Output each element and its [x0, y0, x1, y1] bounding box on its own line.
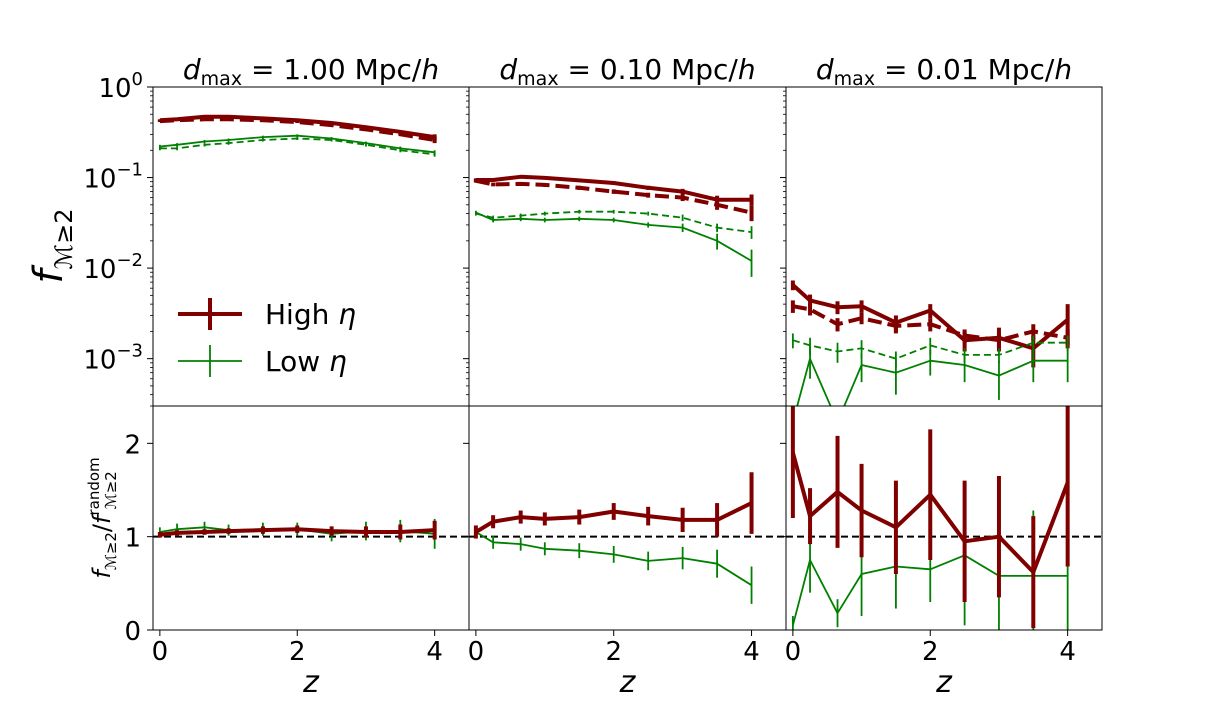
top-low-solid-series	[158, 134, 436, 155]
bottom-high-series	[790, 406, 1070, 629]
top-high-solid-series	[473, 174, 754, 206]
x-tick-label: 2	[922, 637, 939, 667]
top-y-tick-label: 100	[98, 69, 143, 104]
bottom-y-tick-label: 0	[124, 617, 141, 647]
top-y-tick-label: 10−2	[83, 250, 143, 285]
top-frame	[468, 86, 787, 407]
top-low-dashed-series-line	[475, 210, 752, 233]
top-low-solid-series	[474, 210, 753, 277]
top-low-dashed-series	[474, 209, 753, 239]
panel-title: dmax = 0.01 Mpc/h	[816, 53, 1072, 90]
bottom-high-series	[157, 520, 437, 540]
bottom-high-series-line	[474, 501, 753, 534]
bottom-low-series-line	[475, 531, 752, 586]
x-axis-label: z	[619, 665, 637, 700]
bottom-low-series	[474, 525, 753, 604]
x-tick-label: 0	[468, 637, 485, 667]
top-low-solid-series	[796, 345, 1069, 406]
top-frame	[785, 86, 1103, 407]
legend-entry-low: Low η	[178, 345, 347, 378]
x-tick-label: 4	[426, 637, 443, 667]
x-axis-label: z	[935, 665, 953, 700]
top-high-solid-series	[157, 114, 437, 140]
top-high-solid-series-line	[791, 283, 1069, 351]
bottom-y-tick-label: 2	[124, 430, 141, 460]
panel-title: dmax = 1.00 Mpc/h	[183, 53, 439, 90]
x-tick-label: 0	[152, 637, 169, 667]
top-low-dashed-series-line	[159, 137, 435, 156]
legend-label: High η	[265, 298, 356, 331]
top-y-tick-label: 10−3	[83, 341, 143, 376]
x-tick-label: 2	[605, 637, 622, 667]
bottom-high-series-line	[790, 452, 1070, 575]
legend-label: Low η	[265, 345, 347, 378]
legend-entry-high: High η	[178, 298, 356, 331]
x-tick-label: 4	[1059, 637, 1076, 667]
panel-1: dmax = 1.00 Mpc/h 0 2 4 z 100 10−1 10−2 10−3 0 1 2	[83, 53, 470, 700]
top-high-dashed-series-line	[792, 304, 1069, 343]
panels-layer: dmax = 1.00 Mpc/h0 2 4z10010−110−210−3012d…	[83, 53, 1103, 700]
panel-3: dmax = 0.01 Mpc/h 0 2 4 z	[780, 53, 1103, 700]
top-low-solid-series-line	[159, 134, 435, 154]
bottom-high-series	[473, 472, 754, 539]
top-high-solid-series	[790, 280, 1070, 368]
x-tick-label: 2	[289, 637, 306, 667]
top-high-solid-series-line	[475, 174, 752, 202]
top-y-tick-label: 10−1	[83, 160, 143, 195]
bottom-low-series-line	[792, 554, 1068, 626]
bottom-y-tick-label: 1	[124, 524, 141, 554]
top-y-axis-label: fℳ≥2	[26, 208, 78, 283]
bottom-frame	[785, 405, 1103, 631]
top-high-dashed-series-line	[475, 178, 752, 215]
panel-title: dmax = 0.10 Mpc/h	[499, 53, 755, 90]
top-high-solid-series-line	[159, 114, 436, 140]
top-low-dashed-series-line	[792, 339, 1068, 360]
x-axis-label: z	[302, 665, 320, 700]
bottom-frame	[152, 405, 470, 631]
panel-2: dmax = 0.10 Mpc/h 0 2 4 z	[463, 53, 787, 700]
x-tick-label: 0	[785, 637, 802, 667]
top-low-solid-series-line	[796, 357, 1068, 406]
bottom-y-axis-label: fℳ≥2/frandomℳ≥2	[85, 457, 120, 578]
legend: High η Low η	[178, 298, 356, 378]
bottom-high-series-line	[159, 527, 435, 537]
top-low-solid-series-line	[475, 211, 752, 262]
x-tick-label: 4	[743, 637, 760, 667]
